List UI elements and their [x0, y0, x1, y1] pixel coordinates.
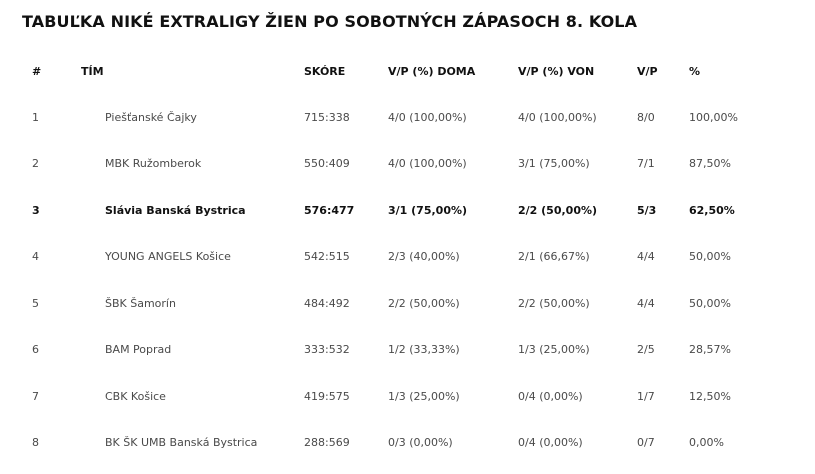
cell-score: 288:569: [304, 436, 350, 450]
cell-home-record: 3/1 (75,00%): [388, 203, 468, 217]
page-title: TABUĽKA NIKÉ EXTRALIGY ŽIEN PO SOBOTNÝCH…: [22, 12, 638, 31]
cell-win-pct: 12,50%: [689, 389, 731, 403]
cell-win-loss: 8/0: [637, 110, 655, 124]
cell-home-record: 1/2 (33,33%): [388, 343, 460, 357]
cell-home-record: 4/0 (100,00%): [388, 157, 467, 171]
column-header-pct: %: [689, 64, 701, 78]
cell-win-pct: 100,00%: [689, 110, 738, 124]
table-row: 8 BK ŠK UMB Banská Bystrica 288:569 0/3 (0,…: [22, 420, 779, 467]
cell-score: 419:575: [304, 389, 350, 403]
cell-away-record: 2/2 (50,00%): [518, 296, 590, 310]
cell-rank: 7: [32, 389, 39, 403]
cell-win-loss: 2/5: [637, 343, 655, 357]
cell-rank: 2: [32, 157, 39, 171]
table-row: 2 MBK Ružomberok 550:409 4/0 (100,00%) 3/1 (…: [22, 141, 779, 188]
cell-rank: 8: [32, 436, 39, 450]
cell-rank: 5: [32, 296, 39, 310]
cell-score: 333:532: [304, 343, 350, 357]
column-header-score: SKÓRE: [304, 64, 346, 78]
cell-win-loss: 1/7: [637, 389, 655, 403]
column-header-away: V/P (%) VON: [518, 64, 595, 78]
table-row: 3 Slávia Banská Bystrica 576:477 3/1 (75,00…: [22, 187, 779, 234]
cell-win-pct: 50,00%: [689, 250, 731, 264]
cell-home-record: 4/0 (100,00%): [388, 110, 467, 124]
cell-team: BAM Poprad: [105, 343, 172, 357]
cell-away-record: 2/1 (66,67%): [518, 250, 590, 264]
cell-win-pct: 62,50%: [689, 203, 735, 217]
cell-home-record: 2/3 (40,00%): [388, 250, 460, 264]
cell-win-pct: 50,00%: [689, 296, 731, 310]
cell-win-loss: 0/7: [637, 436, 655, 450]
cell-home-record: 0/3 (0,00%): [388, 436, 453, 450]
cell-away-record: 0/4 (0,00%): [518, 436, 583, 450]
column-header-home: V/P (%) DOMA: [388, 64, 476, 78]
cell-team: MBK Ružomberok: [105, 157, 202, 171]
table-row: 6 BAM Poprad 333:532 1/2 (33,33%) 1/3 (25,00…: [22, 327, 779, 374]
table-header-row: # TÍM SKÓRE V/P (%) DOMA V/P (%) VON V/P…: [22, 48, 779, 94]
cell-away-record: 0/4 (0,00%): [518, 389, 583, 403]
cell-rank: 1: [32, 110, 39, 124]
cell-win-loss: 4/4: [637, 250, 655, 264]
cell-win-loss: 7/1: [637, 157, 655, 171]
cell-win-loss: 4/4: [637, 296, 655, 310]
table-row: 5 ŠBK Šamorín 484:492 2/2 (50,00%) 2/2 (50,0…: [22, 280, 779, 327]
cell-team: ŠBK Šamorín: [105, 296, 176, 310]
cell-score: 550:409: [304, 157, 350, 171]
cell-team: BK ŠK UMB Banská Bystrica: [105, 436, 258, 450]
cell-win-pct: 28,57%: [689, 343, 731, 357]
cell-win-pct: 87,50%: [689, 157, 731, 171]
table-row: 1 Piešťanské Čajky 715:338 4/0 (100,00%) 4/0…: [22, 94, 779, 141]
cell-away-record: 4/0 (100,00%): [518, 110, 597, 124]
cell-score: 715:338: [304, 110, 350, 124]
standings-table: # TÍM SKÓRE V/P (%) DOMA V/P (%) VON V/P…: [22, 48, 779, 466]
column-header-team: TÍM: [81, 64, 104, 78]
cell-home-record: 1/3 (25,00%): [388, 389, 460, 403]
table-row: 4 YOUNG ANGELS Košice 542:515 2/3 (40,00%) 2…: [22, 234, 779, 281]
cell-rank: 4: [32, 250, 39, 264]
cell-score: 484:492: [304, 296, 350, 310]
table-row: 7 CBK Košice 419:575 1/3 (25,00%) 0/4 (0,00%…: [22, 373, 779, 420]
cell-team: Piešťanské Čajky: [105, 110, 197, 124]
column-header-rank: #: [32, 64, 42, 78]
cell-score: 542:515: [304, 250, 350, 264]
cell-away-record: 3/1 (75,00%): [518, 157, 590, 171]
cell-home-record: 2/2 (50,00%): [388, 296, 460, 310]
cell-away-record: 1/3 (25,00%): [518, 343, 590, 357]
cell-rank: 3: [32, 203, 40, 217]
column-header-wl: V/P: [637, 64, 658, 78]
cell-win-pct: 0,00%: [689, 436, 724, 450]
cell-rank: 6: [32, 343, 39, 357]
cell-score: 576:477: [304, 203, 355, 217]
cell-team: Slávia Banská Bystrica: [105, 203, 246, 217]
cell-win-loss: 5/3: [637, 203, 657, 217]
cell-team: YOUNG ANGELS Košice: [105, 250, 231, 264]
cell-away-record: 2/2 (50,00%): [518, 203, 598, 217]
cell-team: CBK Košice: [105, 389, 166, 403]
